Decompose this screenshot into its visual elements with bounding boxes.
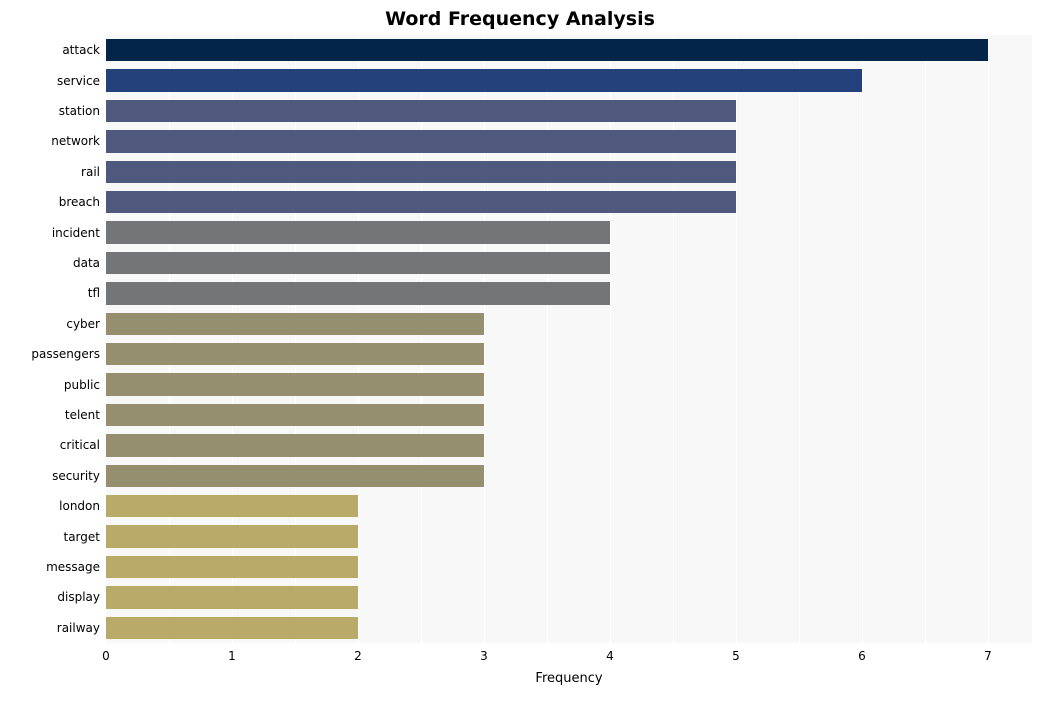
y-tick-label: display <box>57 590 100 604</box>
y-tick-label: data <box>73 256 100 270</box>
bar <box>106 556 358 578</box>
gridline <box>736 35 737 643</box>
y-tick-label: critical <box>60 438 100 452</box>
y-tick-label: passengers <box>31 347 100 361</box>
bar <box>106 343 484 365</box>
y-tick-label: telent <box>65 408 100 422</box>
gridline-minor <box>295 35 296 643</box>
plot-area: 01234567Frequencyattackservicestationnet… <box>106 35 1032 643</box>
y-tick-label: service <box>57 74 100 88</box>
y-tick-label: rail <box>81 165 100 179</box>
chart-figure: Word Frequency Analysis 01234567Frequenc… <box>0 0 1040 701</box>
bar <box>106 313 484 335</box>
bar <box>106 373 484 395</box>
x-tick-label: 0 <box>102 649 110 663</box>
bar <box>106 586 358 608</box>
x-tick-label: 4 <box>606 649 614 663</box>
gridline-minor <box>799 35 800 643</box>
x-tick-label: 3 <box>480 649 488 663</box>
x-axis-label: Frequency <box>106 671 1032 686</box>
bar <box>106 465 484 487</box>
x-tick-label: 5 <box>732 649 740 663</box>
bar <box>106 252 610 274</box>
gridline-minor <box>547 35 548 643</box>
gridline-minor <box>673 35 674 643</box>
gridline-minor <box>169 35 170 643</box>
gridline <box>358 35 359 643</box>
y-tick-label: station <box>59 104 100 118</box>
bar <box>106 404 484 426</box>
gridline <box>484 35 485 643</box>
bar <box>106 525 358 547</box>
y-tick-label: railway <box>57 621 100 635</box>
bar <box>106 100 736 122</box>
bar <box>106 282 610 304</box>
y-tick-label: london <box>59 499 100 513</box>
bar <box>106 130 736 152</box>
x-tick-label: 6 <box>858 649 866 663</box>
gridline <box>862 35 863 643</box>
y-tick-label: network <box>51 134 100 148</box>
x-tick-label: 2 <box>354 649 362 663</box>
gridline <box>610 35 611 643</box>
gridline-minor <box>925 35 926 643</box>
y-tick-label: public <box>64 378 100 392</box>
y-tick-label: cyber <box>66 317 100 331</box>
bar <box>106 191 736 213</box>
bar <box>106 221 610 243</box>
chart-title: Word Frequency Analysis <box>0 8 1040 30</box>
gridline-minor <box>421 35 422 643</box>
y-tick-label: message <box>46 560 100 574</box>
y-tick-label: breach <box>59 195 100 209</box>
y-tick-label: security <box>52 469 100 483</box>
gridline <box>106 35 107 643</box>
bar <box>106 434 484 456</box>
gridline <box>232 35 233 643</box>
bar <box>106 69 862 91</box>
y-tick-label: incident <box>52 226 100 240</box>
gridline <box>988 35 989 643</box>
y-tick-label: target <box>64 530 101 544</box>
y-tick-label: attack <box>62 43 100 57</box>
bar <box>106 495 358 517</box>
bar <box>106 617 358 639</box>
bar <box>106 161 736 183</box>
x-tick-label: 1 <box>228 649 236 663</box>
bar <box>106 39 988 61</box>
y-tick-label: tfl <box>88 286 100 300</box>
x-tick-label: 7 <box>984 649 992 663</box>
